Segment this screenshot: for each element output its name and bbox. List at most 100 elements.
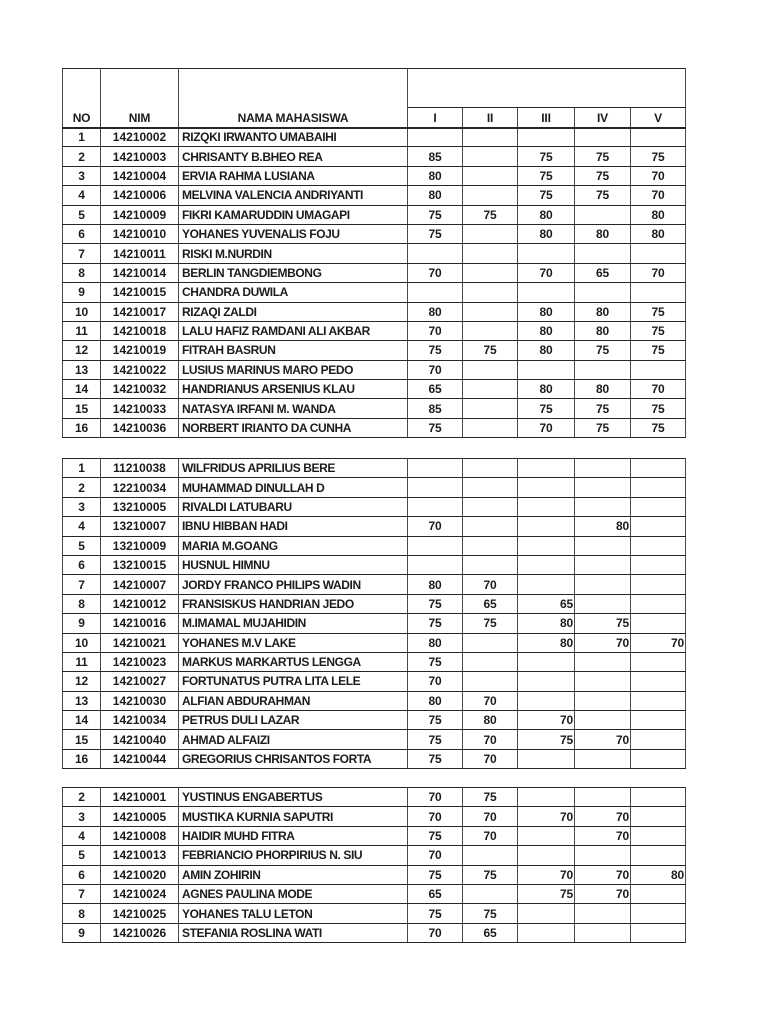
grade-cell: 80 bbox=[407, 574, 463, 595]
grade-cell: 75 bbox=[462, 903, 518, 924]
grade-cell bbox=[574, 535, 631, 556]
grade-cell bbox=[630, 126, 686, 148]
grade-cell bbox=[462, 457, 518, 479]
row-number-cell: 4 bbox=[62, 516, 101, 537]
grade-cell: 70 bbox=[407, 806, 463, 827]
grade-cell bbox=[630, 903, 686, 924]
grade-cell bbox=[462, 359, 518, 381]
grade-cell: 70 bbox=[407, 320, 463, 342]
grade-cell bbox=[462, 632, 518, 653]
nim-cell: 14210011 bbox=[100, 243, 179, 264]
grade-cell: 75 bbox=[517, 729, 575, 750]
grade-cell bbox=[630, 845, 686, 866]
grade-cell bbox=[574, 593, 631, 615]
table-body: 1 11210038 WILFRIDUS APRILIUS BERE 2 1221003… bbox=[62, 457, 686, 770]
grade-cell: 75 bbox=[407, 340, 463, 361]
student-row: 16 14210044 GREGORIUS CHRISANTOS FORTA 75 70 bbox=[62, 748, 686, 770]
grade-cell: 75 bbox=[517, 883, 575, 905]
grade-cell bbox=[574, 359, 631, 381]
student-name-cell: CHRISANTY B.BHEO REA bbox=[178, 146, 408, 167]
student-row: 5 13210009 MARIA M.GOANG bbox=[62, 535, 686, 556]
grade-cell: 80 bbox=[574, 516, 631, 537]
grade-cell bbox=[462, 496, 518, 518]
student-name-cell: RISKI M.NURDIN bbox=[178, 243, 408, 264]
grade-cell: 80 bbox=[517, 632, 575, 653]
grade-cell: 80 bbox=[517, 301, 575, 322]
grade-cell bbox=[574, 710, 631, 731]
grade-cell bbox=[462, 477, 518, 498]
grade-cell bbox=[462, 320, 518, 342]
grade-cell bbox=[462, 535, 518, 556]
student-row: 10 14210017 RIZAQI ZALDI 80 80 80 75 bbox=[62, 301, 686, 322]
grade-cell: 70 bbox=[407, 262, 463, 284]
grade-cell bbox=[574, 903, 631, 924]
row-number-cell: 9 bbox=[62, 282, 101, 303]
nim-cell: 14210017 bbox=[100, 301, 179, 322]
grade-cell bbox=[630, 710, 686, 731]
grade-cell bbox=[517, 671, 575, 692]
grade-cell: 80 bbox=[517, 204, 575, 225]
grade-cell bbox=[462, 282, 518, 303]
grade-cell bbox=[517, 457, 575, 479]
grade-cell: 75 bbox=[517, 165, 575, 187]
grade-cell bbox=[517, 786, 575, 808]
grade-cell bbox=[630, 359, 686, 381]
row-number-cell: 5 bbox=[62, 535, 101, 556]
grade-cell: 75 bbox=[407, 204, 463, 225]
grade-cell: 70 bbox=[574, 883, 631, 905]
grade-cell: 80 bbox=[407, 301, 463, 322]
row-number-cell: 6 bbox=[62, 864, 101, 885]
grade-cell bbox=[462, 223, 518, 245]
grade-cell bbox=[630, 748, 686, 770]
merged-grade-header-cell bbox=[407, 68, 686, 108]
grade-cell: 65 bbox=[517, 593, 575, 615]
student-name-cell: FEBRIANCIO PHORPIRIUS N. SIU bbox=[178, 845, 408, 866]
student-name-cell: FITRAH BASRUN bbox=[178, 340, 408, 361]
grade-cell: 75 bbox=[407, 417, 463, 439]
grade-cell bbox=[517, 516, 575, 537]
grade-cell: 70 bbox=[630, 185, 686, 206]
grade-cell bbox=[630, 282, 686, 303]
student-row: 3 14210004 ERVIA RAHMA LUSIANA 80 75 75 70 bbox=[62, 165, 686, 187]
grade-cell: 70 bbox=[574, 825, 631, 847]
grade-cell bbox=[407, 282, 463, 303]
nim-cell: 14210008 bbox=[100, 825, 179, 847]
student-name-cell: NATASYA IRFANI M. WANDA bbox=[178, 398, 408, 419]
student-row: 8 14210012 FRANSISKUS HANDRIAN JEDO 75 65 65 bbox=[62, 593, 686, 615]
grade-cell bbox=[462, 185, 518, 206]
student-name-cell: RIZQKI IRWANTO UMABAIHI bbox=[178, 126, 408, 148]
table-body: 1 14210002 RIZQKI IRWANTO UMABAIHI 2 1421000… bbox=[62, 126, 686, 439]
grade-cell: 80 bbox=[517, 613, 575, 634]
grade-cell: 70 bbox=[462, 748, 518, 770]
grade-cell bbox=[517, 845, 575, 866]
grade-cell bbox=[407, 243, 463, 264]
nim-column-header: NIM bbox=[100, 68, 179, 129]
student-row: 8 14210025 YOHANES TALU LETON 75 75 bbox=[62, 903, 686, 924]
grade-cell bbox=[574, 690, 631, 712]
grade-cell: 80 bbox=[630, 223, 686, 245]
student-name-cell: YOHANES YUVENALIS FOJU bbox=[178, 223, 408, 245]
grade-cell bbox=[517, 690, 575, 712]
grade-cell: 70 bbox=[462, 574, 518, 595]
grade-cell: 70 bbox=[407, 922, 463, 944]
student-name-cell: FRANSISKUS HANDRIAN JEDO bbox=[178, 593, 408, 615]
grade-cell: 75 bbox=[407, 613, 463, 634]
table-body: 2 14210001 YUSTINUS ENGABERTUS 70 75 3 1421000… bbox=[62, 786, 686, 944]
student-name-cell: GREGORIUS CHRISANTOS FORTA bbox=[178, 748, 408, 770]
nim-cell: 11210038 bbox=[100, 457, 179, 479]
nim-cell: 13210009 bbox=[100, 535, 179, 556]
table-header: NO NIM NAMA MAHASISWA I II III IV V bbox=[62, 68, 686, 129]
nim-cell: 14210032 bbox=[100, 379, 179, 400]
grade-cell bbox=[630, 883, 686, 905]
nim-cell: 14210025 bbox=[100, 903, 179, 924]
nim-cell: 14210016 bbox=[100, 613, 179, 634]
student-row: 14 14210032 HANDRIANUS ARSENIUS KLAU 65 80 80… bbox=[62, 379, 686, 400]
grade-cell bbox=[462, 146, 518, 167]
grade-cell: 70 bbox=[630, 262, 686, 284]
student-row: 2 12210034 MUHAMMAD DINULLAH D bbox=[62, 477, 686, 498]
grade-cell: 70 bbox=[462, 806, 518, 827]
student-row: 8 14210014 BERLIN TANGDIEMBONG 70 70 65 70 bbox=[62, 262, 686, 284]
nim-cell: 14210015 bbox=[100, 282, 179, 303]
grade-cell bbox=[517, 825, 575, 847]
grade-cell: 75 bbox=[407, 651, 463, 673]
